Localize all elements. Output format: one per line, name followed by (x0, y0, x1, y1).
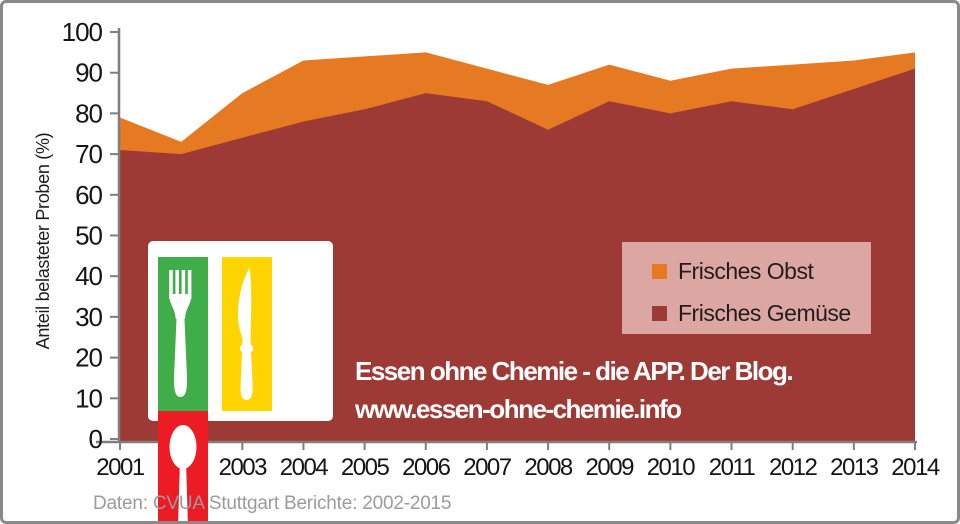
logo-panel-red (158, 411, 208, 521)
legend-label-obst: Frisches Obst (678, 258, 814, 285)
x-tick-label: 2003 (219, 454, 268, 481)
knife-icon (238, 268, 254, 400)
y-tick-label: 40 (75, 261, 102, 291)
y-axis-ticks: 0 10 20 30 40 50 60 70 80 90 100 (62, 17, 119, 454)
y-tick-label: 0 (89, 424, 103, 454)
x-tick-label: 2008 (524, 454, 573, 481)
legend-label-gemuese: Frisches Gemüse (678, 299, 851, 326)
y-tick-label: 30 (75, 302, 102, 332)
watermark-line2: www.essen-ohne-chemie.info (355, 394, 682, 424)
fork-icon (169, 270, 192, 397)
x-tick-label: 2011 (709, 454, 756, 481)
y-axis-title: Anteil belasteter Proben (%) (33, 133, 53, 350)
logo-panel-green (158, 257, 208, 411)
watermark-line1: Essen ohne Chemie - die APP. Der Blog. (355, 356, 794, 386)
x-tick-label: 2010 (647, 454, 696, 481)
spoon-icon (169, 425, 197, 521)
watermark-text: Essen ohne Chemie - die APP. Der Blog. w… (355, 352, 915, 428)
legend-swatch-gemuese (652, 305, 667, 321)
y-tick-label: 80 (75, 98, 102, 128)
x-tick-label: 2009 (586, 454, 635, 481)
x-tick-label: 2006 (402, 454, 451, 481)
x-tick-label: 2005 (341, 454, 390, 481)
logo-panel-yellow (222, 257, 273, 411)
x-tick-label: 2012 (769, 454, 818, 481)
y-tick-label: 20 (75, 343, 102, 373)
y-tick-label: 70 (75, 139, 102, 169)
chart-legend: Frisches Obst Frisches Gemüse (622, 242, 871, 334)
x-tick-label: 2001 (96, 454, 145, 481)
y-tick-label: 10 (75, 383, 102, 413)
y-tick-label: 100 (62, 17, 103, 47)
y-tick-label: 90 (75, 58, 102, 88)
logo-essen-ohne-chemie (148, 241, 333, 521)
legend-swatch-obst (652, 264, 667, 280)
legend-item-obst: Frisches Obst (652, 255, 871, 289)
legend-item-gemuese: Frisches Gemüse (652, 296, 871, 330)
x-tick-label: 2007 (463, 454, 512, 481)
y-tick-label: 50 (75, 221, 102, 251)
x-tick-label: 2014 (891, 454, 940, 481)
data-source-caption: Daten: CVUA Stuttgart Berichte: 2002-201… (93, 493, 452, 514)
x-tick-label: 2013 (830, 454, 879, 481)
y-tick-label: 60 (75, 180, 102, 210)
x-axis-ticks: 2001200220032004200520062007200820092010… (96, 442, 941, 481)
x-tick-label: 2004 (280, 454, 329, 481)
